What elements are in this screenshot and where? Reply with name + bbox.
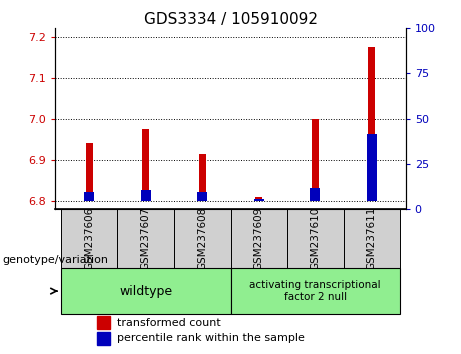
Bar [174,209,230,268]
Bar [287,209,343,268]
Text: GSM237610: GSM237610 [310,207,320,270]
Bar [97,332,110,345]
Bar [343,209,400,268]
Bar [366,134,377,201]
Bar [97,316,110,329]
Bar [230,209,287,268]
Text: activating transcriptional
factor 2 null: activating transcriptional factor 2 null [249,280,381,302]
Bar [61,268,230,314]
Bar [61,209,118,268]
Bar [197,192,207,201]
Bar [118,209,174,268]
Text: GSM237611: GSM237611 [367,207,377,270]
Title: GDS3334 / 105910092: GDS3334 / 105910092 [143,12,318,27]
Text: GSM237608: GSM237608 [197,207,207,270]
Bar [142,129,149,201]
Text: wildtype: wildtype [119,285,172,298]
Bar [368,47,375,201]
Bar [199,154,206,201]
Text: percentile rank within the sample: percentile rank within the sample [117,333,305,343]
Text: transformed count: transformed count [117,318,220,327]
Bar [141,190,151,201]
Bar [310,188,320,201]
Text: GSM237607: GSM237607 [141,207,151,270]
Bar [312,119,319,201]
Text: GSM237606: GSM237606 [84,207,94,270]
Text: genotype/variation: genotype/variation [2,255,108,265]
Bar [84,192,95,201]
Bar [255,197,262,201]
Bar [230,268,400,314]
Bar [86,143,93,201]
Bar [254,199,264,201]
Text: GSM237609: GSM237609 [254,207,264,270]
